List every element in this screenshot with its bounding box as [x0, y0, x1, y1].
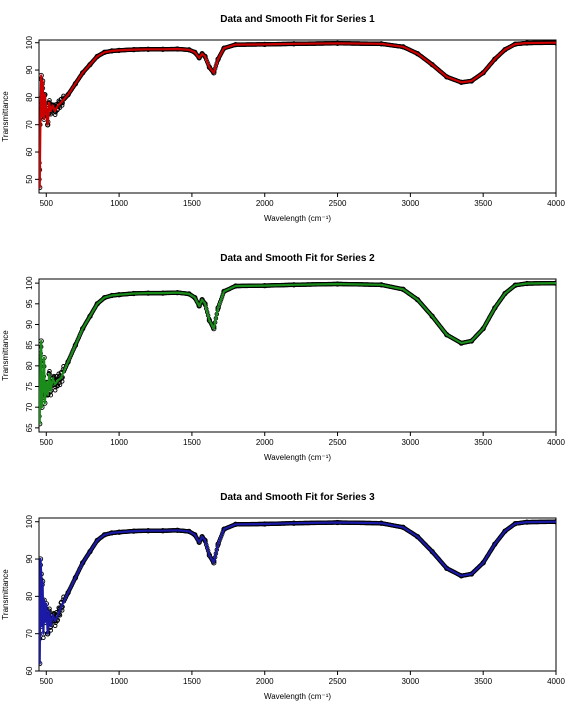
y-tick-label: 100: [25, 515, 34, 529]
chart-panel-3: Data and Smooth Fit for Series 3 500 1000 1…: [1, 492, 565, 701]
data-point: [414, 534, 421, 540]
data-point: [72, 81, 79, 87]
data-point: [39, 160, 42, 166]
chart-title: Data and Smooth Fit for Series 1: [220, 14, 375, 25]
x-tick-label: 3500: [474, 199, 492, 208]
data-point: [94, 537, 100, 544]
data-point: [65, 91, 71, 98]
x-tick-label: 4000: [547, 438, 565, 447]
data-point: [87, 313, 93, 319]
y-tick-label: 80: [25, 591, 34, 600]
x-tick-label: 2000: [256, 438, 274, 447]
series-layer: [39, 40, 556, 191]
y-tick-label: 60: [25, 147, 34, 156]
data-point: [492, 541, 498, 547]
chart-panel-1: Data and Smooth Fit for Series 1 500 1000 1…: [1, 14, 565, 223]
x-tick-label: 500: [40, 199, 54, 208]
x-tick-label: 2500: [329, 438, 347, 447]
y-axis-label: Transmittance: [1, 91, 10, 142]
y-tick-label: 90: [25, 554, 34, 563]
series-layer: [39, 519, 556, 667]
data-point: [41, 635, 46, 641]
data-point: [480, 70, 486, 76]
x-tick-label: 3000: [401, 438, 419, 447]
x-tick-label: 2500: [329, 677, 347, 686]
x-tick-label: 1500: [183, 199, 201, 208]
data-point: [94, 301, 100, 307]
y-axis-label: Transmittance: [1, 569, 10, 620]
data-point: [87, 548, 93, 555]
data-point: [48, 392, 54, 398]
data-point: [492, 56, 498, 62]
data-point: [429, 548, 435, 555]
x-tick-label: 1000: [110, 199, 128, 208]
data-point: [52, 623, 58, 629]
x-tick-label: 4000: [547, 199, 565, 208]
y-tick-label: 90: [25, 319, 34, 328]
smooth-fit-line: [39, 520, 556, 665]
data-point: [47, 368, 52, 374]
x-tick-label: 3500: [474, 677, 492, 686]
data-point: [58, 100, 64, 106]
x-tick-label: 2000: [256, 677, 274, 686]
data-point: [414, 297, 421, 303]
y-tick-label: 70: [25, 629, 34, 638]
data-point: [199, 51, 205, 57]
y-tick-label: 80: [25, 92, 34, 101]
y-tick-label: 70: [25, 120, 34, 129]
data-point: [52, 388, 58, 393]
y-tick-label: 85: [25, 340, 34, 349]
x-tick-label: 1500: [183, 677, 201, 686]
data-point: [480, 560, 486, 566]
plot-frame: [38, 517, 557, 672]
chart-panel-2: Data and Smooth Fit for Series 2 500 1000 1…: [1, 253, 565, 462]
y-tick-label: 65: [25, 423, 34, 432]
data-point: [429, 313, 435, 319]
y-tick-label: 100: [25, 36, 34, 50]
x-axis-label: Wavelength (cm⁻¹): [264, 453, 331, 462]
data-point: [429, 61, 435, 68]
x-tick-label: 1500: [183, 438, 201, 447]
x-tick-label: 2000: [256, 199, 274, 208]
y-tick-label: 90: [25, 65, 34, 74]
y-tick-label: 95: [25, 299, 34, 308]
data-point: [80, 70, 86, 76]
smooth-fit-line: [39, 282, 556, 425]
series-layer: [39, 280, 556, 427]
x-tick-label: 4000: [547, 677, 565, 686]
data-point: [87, 61, 93, 68]
x-axis-label: Wavelength (cm⁻¹): [264, 214, 331, 223]
x-tick-label: 3500: [474, 438, 492, 447]
y-tick-label: 100: [25, 276, 34, 290]
x-tick-label: 1000: [110, 677, 128, 686]
y-tick-label: 70: [25, 402, 34, 411]
plot-frame: [38, 39, 557, 194]
y-axis-label: Transmittance: [1, 330, 10, 381]
data-point: [502, 290, 508, 297]
data-point: [196, 55, 202, 61]
data-point: [192, 532, 198, 538]
x-tick-label: 500: [40, 677, 54, 686]
x-tick-label: 500: [40, 438, 54, 447]
x-tick-label: 2500: [329, 199, 347, 208]
x-axis-label: Wavelength (cm⁻¹): [264, 692, 331, 701]
y-tick-label: 50: [25, 174, 34, 183]
x-tick-label: 1000: [110, 438, 128, 447]
plot-frame: [38, 278, 557, 433]
x-tick-label: 3000: [401, 199, 419, 208]
y-tick-label: 60: [25, 666, 34, 675]
x-tick-label: 3000: [401, 677, 419, 686]
data-point: [57, 382, 63, 388]
y-tick-label: 80: [25, 361, 34, 370]
smooth-fit-line: [39, 41, 556, 189]
y-tick-label: 75: [25, 382, 34, 391]
chart-title: Data and Smooth Fit for Series 2: [220, 253, 375, 264]
chart-title: Data and Smooth Fit for Series 3: [220, 492, 375, 503]
data-point: [502, 528, 508, 534]
